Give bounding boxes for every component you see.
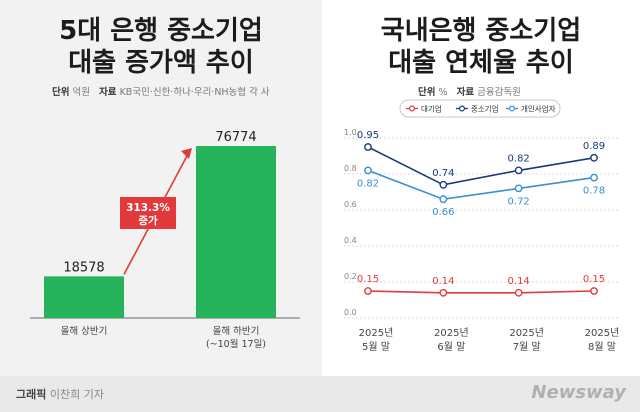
legend-marker [459,105,466,112]
x-tick-label-month: 6월 말 [437,341,465,353]
series-point [439,195,448,204]
series-data-label: 0.78 [583,186,605,197]
series-point [439,288,448,297]
y-tick-label: 0.0 [344,308,357,317]
y-tick-label: 0.2 [344,272,357,281]
legend-marker [509,105,516,112]
y-tick-label: 0.6 [344,200,357,209]
legend: 대기업 중소기업 개인사업자 [399,99,561,118]
right-title-line2: 대출 연체율 추이 [388,48,574,78]
series-data-label: 0.66 [432,207,454,218]
right-source-label: 자료 [456,87,475,98]
series-data-label: 0.15 [357,274,379,285]
growth-arrow-head [181,148,192,159]
bar-1 [44,276,124,318]
growth-badge [120,197,176,229]
x-tick-label-year: 2025년 [585,327,620,339]
bar-2 [196,146,276,318]
x-tick-label-month: 5월 말 [362,341,390,353]
series-line [367,169,595,201]
series-point [590,173,598,182]
series-point [514,288,523,297]
bar-category-label: 올해 상반기 [61,325,108,337]
series-point [439,180,448,189]
left-source-label: 자료 [99,87,117,98]
right-unit-value: % [438,87,448,98]
series-data-label: 0.15 [583,274,605,285]
right-source-value: 금융감독원 [477,87,521,98]
bar-value-label: 76774 [215,130,256,145]
right-unit-source: 단위 % 자료 금융감독원 [418,84,521,98]
series-line [367,146,595,186]
left-unit-label: 단위 [52,87,70,98]
x-tick-label-year: 2025년 [359,327,394,339]
series-data-label: 0.72 [508,196,530,207]
legend-box [399,99,561,118]
series-data-label: 0.14 [508,276,530,287]
x-tick-label-month: 8월 말 [588,341,616,353]
left-source-value: KB국민·신한·하나·우리·NH농협 각 사 [119,87,270,98]
series-data-label: 0.89 [583,141,605,152]
series-line [367,290,595,294]
series-3: 0.82 0.66 0.72 0.78 [357,166,605,218]
bar-value-label: 18578 [63,260,104,275]
footer [0,376,640,412]
left-title-line1: 5대 은행 중소기업 [59,16,263,46]
series-point [364,166,372,175]
y-tick-label: 0.8 [344,164,357,173]
right-title-line1: 국내은행 중소기업 [380,16,582,46]
series-point [590,287,598,295]
y-tick-label: 1.0 [344,128,357,137]
legend-marker [409,105,416,112]
series-data-label: 0.82 [357,178,379,189]
left-title-line2: 대출 증가액 추이 [68,48,254,78]
series-point [514,184,523,193]
series-data-label: 0.74 [432,168,454,179]
y-tick-label: 0.4 [344,236,357,245]
series-data-label: 0.82 [508,153,530,164]
charts-svg: 18578 올해 상반기 76774 올해 하반기(~10월 17일) 313.3%증가… [30,99,620,353]
credit-name: 이찬희 기자 [49,388,104,401]
series-2: 0.95 0.74 0.82 0.89 [357,130,605,189]
series-point [514,166,523,175]
brand-logo: Newsway [531,382,626,403]
legend-label: 중소기업 [471,105,499,114]
right-unit-label: 단위 [418,87,436,98]
left-unit-source: 단위 억원 자료 KB국민·신한·하나·우리·NH농협 각 사 [52,84,270,98]
left-unit-value: 억원 [72,87,90,98]
series-point [590,153,598,162]
growth-badge-percent: 313.3% [126,202,170,214]
line-chart: 대기업 중소기업 개인사업자 1.0 0.8 0.6 0.4 0.2 0.0 2025년 5월 말 2… [344,99,620,353]
x-tick-label-year: 2025년 [509,327,544,339]
series-point [364,143,372,151]
bar-category-note: (~10월 17일) [206,338,266,350]
bar-chart: 18578 올해 상반기 76774 올해 하반기(~10월 17일) 313.3%증가 [30,130,300,350]
x-tick-label-year: 2025년 [434,327,469,339]
legend-label: 개인사업자 [521,104,556,114]
series-1: 0.15 0.14 0.14 0.15 [357,274,605,297]
credit-label: 그래픽 [16,388,47,401]
series-data-label: 0.14 [432,276,454,287]
credit: 그래픽 이찬희 기자 [16,386,104,402]
bar-category-label: 올해 하반기 [213,325,260,337]
series-point [364,287,372,295]
series-data-label: 0.95 [357,130,379,141]
right-panel: 국내은행 중소기업 대출 연체율 추이 단위 % 자료 금융감독원 [322,0,640,376]
growth-badge-word: 증가 [138,214,158,227]
legend-label: 대기업 [421,105,442,114]
x-tick-label-month: 7월 말 [513,341,541,353]
